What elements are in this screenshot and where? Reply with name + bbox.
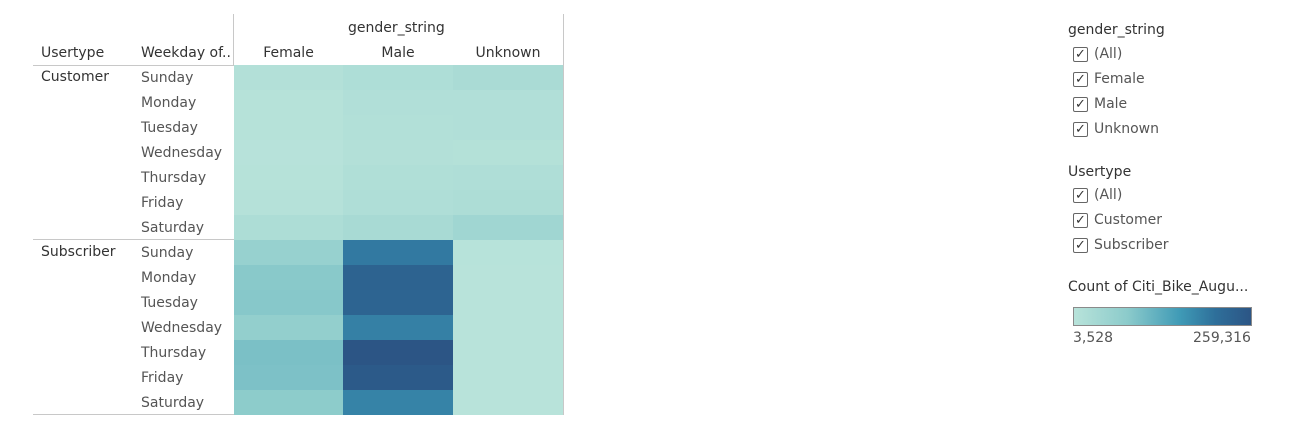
heatmap-cell[interactable] [453,90,563,115]
filter-item-all[interactable]: ✓ (All) [1073,46,1122,62]
filter-item-customer[interactable]: ✓ Customer [1073,212,1162,228]
row-label: Thursday [141,170,207,186]
color-legend-max-label: 259,316 [1193,330,1251,346]
heatmap-cell[interactable] [234,215,343,240]
row-label: Wednesday [141,145,223,161]
heatmap-cell[interactable] [234,240,343,265]
heatmap-cell[interactable] [343,290,453,315]
row-label: Friday [141,195,184,211]
filter-item-label: Female [1094,71,1145,87]
row-label: Sunday [141,245,194,261]
heatmap-cell[interactable] [453,315,563,340]
row-label: Thursday [141,345,207,361]
body-divider-right [563,65,564,415]
heatmap-cell[interactable] [453,115,563,140]
heatmap-cell[interactable] [234,365,343,390]
heatmap-cell[interactable] [234,165,343,190]
heatmap-cell[interactable] [343,390,453,415]
heatmap-cell[interactable] [234,315,343,340]
filter-item-all[interactable]: ✓ (All) [1073,187,1122,203]
heatmap-cell[interactable] [234,390,343,415]
filter-item-label: (All) [1094,187,1123,203]
column-group-title: gender_string [348,20,445,36]
filter-item-label: (All) [1094,46,1123,62]
heatmap-cell[interactable] [453,390,563,415]
header-divider-right [563,14,564,66]
row-group-customer: Customer [41,69,110,85]
filter-item-label: Subscriber [1094,237,1169,253]
heatmap-cell[interactable] [453,365,563,390]
column-header-male: Male [381,45,415,61]
heatmap-cell[interactable] [234,265,343,290]
column-header-unknown: Unknown [475,45,541,61]
heatmap-cell[interactable] [453,240,563,265]
heatmap-cell[interactable] [343,315,453,340]
heatmap-cell[interactable] [453,215,563,240]
row-label: Wednesday [141,320,223,336]
heatmap-cell[interactable] [343,190,453,215]
heatmap-cell[interactable] [343,165,453,190]
checkbox-checked-icon[interactable]: ✓ [1073,96,1088,112]
heatmap-cell[interactable] [343,90,453,115]
row-label: Sunday [141,70,194,86]
checkbox-checked-icon[interactable]: ✓ [1073,212,1088,228]
checkbox-checked-icon[interactable]: ✓ [1073,187,1088,203]
heatmap-cell[interactable] [234,190,343,215]
color-legend-title: Count of Citi_Bike_Augu... [1068,279,1249,295]
color-legend-gradient [1073,307,1252,326]
filter-item-label: Male [1094,96,1128,112]
heatmap-cell[interactable] [343,115,453,140]
filter-title-gender: gender_string [1068,22,1165,38]
heatmap-cell[interactable] [343,65,453,90]
color-legend-min-label: 3,528 [1073,330,1114,346]
heatmap-cell[interactable] [453,165,563,190]
row-label: Monday [141,95,197,111]
checkbox-checked-icon[interactable]: ✓ [1073,71,1088,87]
heatmap-cell[interactable] [453,65,563,90]
row-label: Monday [141,270,197,286]
heatmap-cell[interactable] [234,115,343,140]
checkbox-checked-icon[interactable]: ✓ [1073,237,1088,253]
row-label: Tuesday [141,295,198,311]
checkbox-checked-icon[interactable]: ✓ [1073,121,1088,137]
heatmap-cell[interactable] [343,240,453,265]
row-group-subscriber: Subscriber [41,244,116,260]
row-label: Tuesday [141,120,198,136]
heatmap-cell[interactable] [453,290,563,315]
heatmap-cell[interactable] [453,340,563,365]
heatmap-cell[interactable] [343,215,453,240]
heatmap-cell[interactable] [453,190,563,215]
row-label: Saturday [141,220,205,236]
heatmap-cell[interactable] [234,290,343,315]
heatmap-cell[interactable] [343,140,453,165]
filter-item-unknown[interactable]: ✓ Unknown [1073,121,1159,137]
heatmap-cell[interactable] [343,265,453,290]
heatmap-cell[interactable] [343,365,453,390]
filter-title-usertype: Usertype [1068,164,1132,180]
heatmap-cell[interactable] [453,265,563,290]
heatmap-cell[interactable] [234,90,343,115]
row-header-usertype: Usertype [41,45,105,61]
filter-item-subscriber[interactable]: ✓ Subscriber [1073,237,1169,253]
heatmap-cell[interactable] [234,140,343,165]
filter-item-female[interactable]: ✓ Female [1073,71,1145,87]
heatmap-cell[interactable] [453,140,563,165]
heatmap-cell[interactable] [234,340,343,365]
row-header-weekday: Weekday of.. [141,45,231,61]
filter-item-label: Customer [1094,212,1163,228]
column-header-female: Female [263,45,314,61]
filter-item-label: Unknown [1094,121,1159,137]
checkbox-checked-icon[interactable]: ✓ [1073,46,1088,62]
heatmap-cell[interactable] [343,340,453,365]
filter-item-male[interactable]: ✓ Male [1073,96,1127,112]
row-label: Saturday [141,395,205,411]
heatmap-cell[interactable] [234,65,343,90]
row-label: Friday [141,370,184,386]
header-divider-left [233,14,234,66]
